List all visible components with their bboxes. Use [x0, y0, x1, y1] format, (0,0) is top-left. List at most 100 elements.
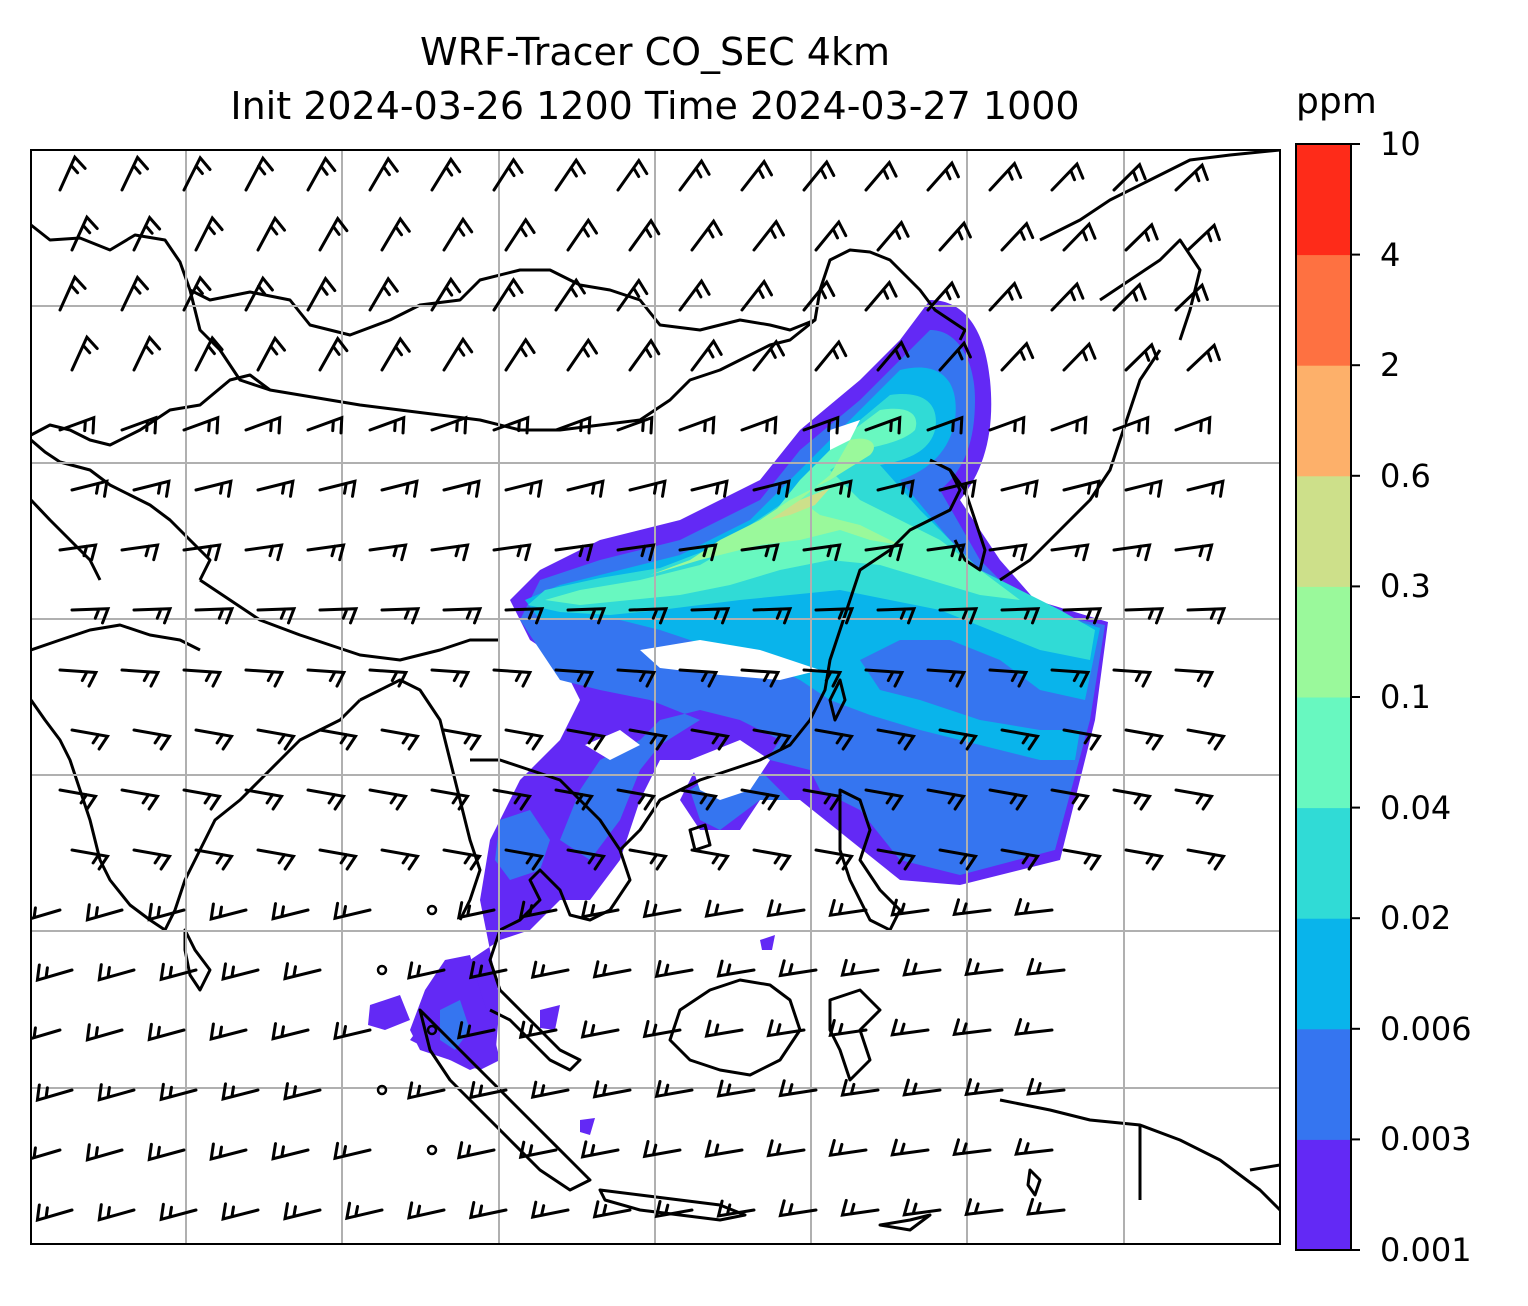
wind-barb — [120, 668, 161, 688]
wind-barb — [988, 543, 1028, 562]
wind-barb — [1124, 479, 1163, 498]
wind-barb — [840, 958, 880, 977]
wind-barb — [876, 479, 915, 498]
wind-barb — [766, 1019, 806, 1038]
wind-barb — [752, 607, 793, 625]
wind-barb — [1062, 728, 1103, 751]
wind-barb — [430, 543, 470, 562]
colorbar-tick-label: 10 — [1380, 125, 1421, 163]
wind-barb — [442, 607, 483, 625]
wind-barb — [256, 848, 297, 871]
wind-barb — [442, 848, 483, 871]
wind-barb — [380, 607, 421, 625]
wind-barb — [802, 415, 840, 435]
wind-barb — [1124, 222, 1159, 252]
wind-barb — [926, 415, 964, 435]
wind-barb — [1062, 341, 1097, 372]
wind-barb — [256, 215, 286, 252]
wind-barb — [580, 1020, 620, 1039]
wind-barb — [690, 338, 723, 372]
wind-barb — [690, 479, 729, 498]
wind-barb — [456, 1141, 496, 1160]
wind-barb — [1174, 415, 1212, 435]
wind-barb — [85, 1143, 124, 1162]
colorbar-segment — [1296, 1028, 1351, 1140]
wind-barb — [31, 1026, 62, 1041]
wind-barb — [716, 1199, 756, 1218]
wind-barb — [580, 1140, 620, 1159]
wind-barb — [492, 277, 524, 312]
wind-barb — [58, 154, 87, 192]
wind-barb — [1124, 728, 1165, 751]
wind-barb — [1124, 607, 1165, 625]
wind-barb — [864, 159, 898, 192]
wind-barb — [1026, 1077, 1066, 1096]
wind-barb — [988, 668, 1029, 688]
wind-barb — [132, 607, 173, 625]
wind-barb — [938, 607, 979, 625]
wind-barb — [864, 788, 905, 811]
wind-barb — [554, 415, 592, 435]
wind-barb — [716, 1079, 756, 1098]
wind-barb — [1186, 342, 1221, 372]
wind-barb — [876, 219, 910, 252]
wind-barb — [628, 607, 669, 625]
wind-barb — [876, 607, 917, 625]
wind-barb — [182, 543, 222, 562]
map-frame — [30, 149, 1281, 1245]
wind-barb — [802, 159, 836, 192]
wind-barb — [616, 157, 649, 192]
wind-barb — [938, 220, 972, 252]
wind-barb — [1186, 728, 1227, 751]
wind-barb — [1062, 607, 1103, 625]
wind-barb — [504, 337, 536, 372]
wind-barb — [345, 1201, 384, 1221]
wind-barb — [442, 479, 481, 498]
wind-barb — [380, 848, 421, 871]
wind-barb — [814, 339, 848, 372]
wind-barb — [1186, 848, 1227, 871]
wind-barb — [616, 543, 656, 562]
wind-barb — [530, 1080, 570, 1100]
map-title: WRF-Tracer CO_SEC 4km — [420, 30, 890, 74]
wind-barb — [802, 279, 836, 312]
wind-barb — [678, 278, 711, 312]
wind-barb — [766, 899, 806, 918]
wind-barb — [840, 1078, 880, 1097]
wind-barb — [566, 607, 607, 625]
wind-barb — [318, 335, 349, 372]
wind-barb — [1186, 222, 1221, 252]
wind-barb — [58, 788, 99, 811]
wind-barb — [1014, 1018, 1054, 1036]
colorbar-segment — [1296, 807, 1351, 919]
wind-barb — [31, 906, 62, 921]
wind-barb — [244, 155, 274, 192]
wind-barb — [256, 479, 295, 498]
colorbar-tick-label: 4 — [1380, 235, 1401, 274]
wind-barb — [159, 962, 198, 982]
wind-barb — [1000, 341, 1035, 372]
wind-barb — [554, 277, 586, 312]
plume-layer-1 — [650, 438, 900, 575]
wind-barb — [1124, 848, 1165, 871]
wind-barb — [368, 276, 399, 312]
tracer-plume — [368, 300, 1108, 1135]
wind-barb — [70, 607, 111, 625]
wind-barb — [407, 1081, 446, 1100]
map-subtitle: Init 2024-03-26 1200 Time 2024-03-27 100… — [230, 84, 1080, 128]
wind-barb — [802, 668, 843, 688]
wind-barb — [876, 728, 917, 751]
wind-barb — [1186, 479, 1225, 498]
wind-barb — [283, 1202, 322, 1221]
wind-barb — [504, 479, 543, 498]
wind-barbs — [31, 154, 1227, 1223]
wind-barb — [132, 728, 173, 751]
wind-barb — [430, 668, 471, 688]
wind-barb — [864, 668, 905, 688]
wind-barb — [380, 728, 421, 751]
wind-barb — [1112, 415, 1150, 435]
wind-barb — [368, 415, 406, 435]
wind-barb — [690, 218, 723, 252]
wind-barb — [182, 788, 223, 811]
wind-barb — [1062, 848, 1103, 871]
